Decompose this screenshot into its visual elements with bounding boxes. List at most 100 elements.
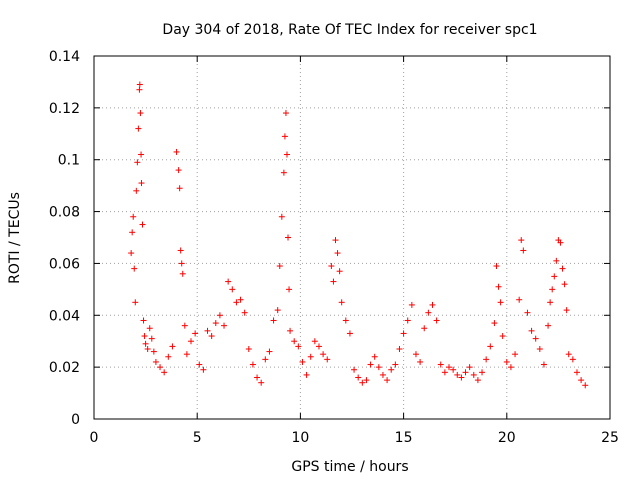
data-point <box>371 353 378 360</box>
data-point <box>384 377 391 384</box>
data-point <box>141 333 148 340</box>
data-point <box>134 159 141 166</box>
data-point <box>561 281 568 288</box>
data-point <box>474 377 481 384</box>
y-tick-label: 0.06 <box>49 256 80 272</box>
data-point <box>165 353 172 360</box>
data-point <box>346 330 353 337</box>
data-point <box>258 379 265 386</box>
data-point <box>557 239 564 246</box>
data-point <box>470 371 477 378</box>
data-point <box>181 322 188 329</box>
y-tick-label: 0.1 <box>58 153 80 169</box>
data-point <box>148 335 155 342</box>
data-point <box>299 358 306 365</box>
data-point <box>338 299 345 306</box>
data-point <box>132 299 139 306</box>
y-tick-label: 0 <box>71 412 80 428</box>
data-point <box>146 325 153 332</box>
data-point <box>367 361 374 368</box>
x-tick-label: 25 <box>601 430 619 446</box>
y-tick-label: 0.08 <box>49 205 80 221</box>
data-point <box>212 320 219 327</box>
data-point <box>462 369 469 376</box>
data-point <box>179 270 186 277</box>
data-point <box>520 247 527 254</box>
data-point <box>216 312 223 319</box>
x-tick-label: 15 <box>395 430 413 446</box>
data-point <box>396 345 403 352</box>
data-point <box>175 167 182 174</box>
data-point <box>233 299 240 306</box>
data-point <box>229 286 236 293</box>
data-point <box>282 110 289 117</box>
data-point <box>332 237 339 244</box>
data-point <box>237 296 244 303</box>
data-point <box>425 309 432 316</box>
data-point <box>204 327 211 334</box>
data-point <box>545 322 552 329</box>
data-point <box>178 260 185 267</box>
data-point <box>280 169 287 176</box>
data-point <box>286 286 293 293</box>
data-point <box>142 340 149 347</box>
y-tick-label: 0.14 <box>49 49 80 65</box>
data-point <box>283 151 290 158</box>
data-point <box>512 351 519 358</box>
data-point <box>446 364 453 371</box>
data-point <box>540 361 547 368</box>
data-point <box>196 361 203 368</box>
data-point <box>507 364 514 371</box>
x-tick-label: 10 <box>291 430 309 446</box>
data-point <box>441 369 448 376</box>
data-point <box>274 307 281 314</box>
data-point <box>324 356 331 363</box>
data-point <box>351 366 358 373</box>
data-point <box>355 374 362 381</box>
data-point <box>493 263 500 270</box>
data-point <box>137 110 144 117</box>
data-point <box>408 301 415 308</box>
data-point <box>150 348 157 355</box>
data-point <box>192 330 199 337</box>
x-tick-label: 20 <box>498 430 516 446</box>
data-point <box>404 317 411 324</box>
data-point <box>138 180 145 187</box>
x-tick-label: 0 <box>90 430 99 446</box>
data-point <box>528 327 535 334</box>
data-point <box>479 369 486 376</box>
data-point <box>503 358 510 365</box>
data-point <box>375 364 382 371</box>
data-point <box>536 345 543 352</box>
data-point <box>287 327 294 334</box>
data-point <box>128 250 135 257</box>
data-point <box>169 343 176 350</box>
y-tick-label: 0.02 <box>49 360 80 376</box>
data-point <box>157 364 164 371</box>
x-tick-labels: 0 5 10 15 20 25 <box>90 430 619 446</box>
x-axis-label: GPS time / hours <box>291 459 408 475</box>
data-point <box>278 213 285 220</box>
data-point <box>281 133 288 140</box>
data-point <box>221 322 228 329</box>
data-point <box>161 369 168 376</box>
data-point <box>388 366 395 373</box>
x-tick-label: 5 <box>193 430 202 446</box>
data-point <box>330 278 337 285</box>
y-tick-label: 0.04 <box>49 308 80 324</box>
data-point <box>497 299 504 306</box>
data-point <box>303 371 310 378</box>
data-point <box>129 229 136 236</box>
data-point <box>483 356 490 363</box>
data-point <box>177 247 184 254</box>
data-point <box>547 299 554 306</box>
data-point <box>532 335 539 342</box>
data-point <box>241 309 248 316</box>
data-point <box>133 187 140 194</box>
data-point <box>320 351 327 358</box>
data-point <box>491 320 498 327</box>
data-point <box>578 377 585 384</box>
data-point <box>130 213 137 220</box>
data-point <box>315 343 322 350</box>
